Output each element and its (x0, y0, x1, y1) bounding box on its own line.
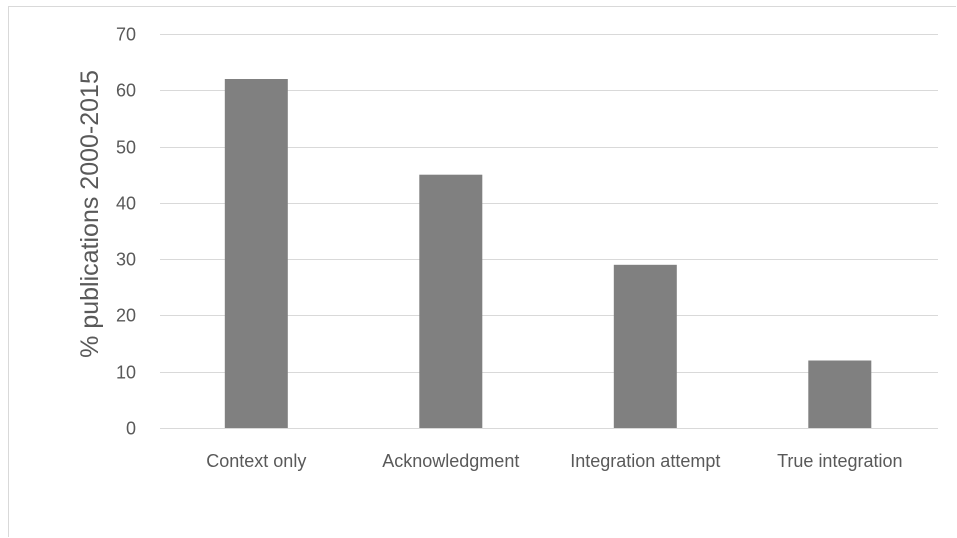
bar-true-integration (808, 360, 872, 428)
x-tick-label: Context only (206, 451, 306, 471)
y-tick-label: 40 (116, 194, 136, 214)
x-axis-ticks: Context only Acknowledgment Integration at… (206, 451, 902, 471)
bar-integration-attempt (613, 264, 677, 428)
y-tick-label: 60 (116, 81, 136, 101)
bar-acknowledgment (419, 174, 483, 428)
x-tick-label: True integration (777, 451, 902, 471)
y-tick-label: 20 (116, 306, 136, 326)
bar-context-only (224, 79, 288, 428)
y-axis-title: % publications 2000-2015 (76, 70, 104, 358)
y-axis-ticks: 0 10 20 30 40 50 60 70 (116, 25, 136, 439)
chart-frame (8, 6, 956, 537)
y-tick-label: 30 (116, 250, 136, 270)
y-tick-label: 0 (126, 419, 136, 439)
x-tick-label: Integration attempt (570, 451, 720, 471)
y-tick-label: 70 (116, 25, 136, 45)
gridlines (160, 34, 938, 429)
x-tick-label: Acknowledgment (382, 451, 519, 471)
y-tick-label: 50 (116, 138, 136, 158)
y-tick-label: 10 (116, 363, 136, 383)
bars (224, 79, 872, 428)
